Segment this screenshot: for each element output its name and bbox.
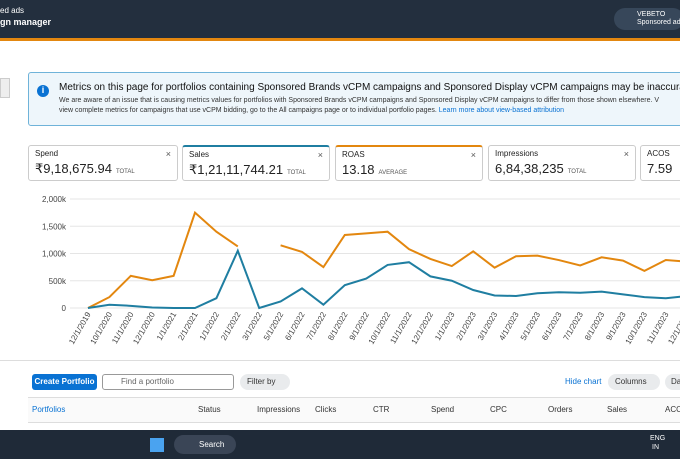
metric-card: ROAS 13.18 AVERAGE × bbox=[335, 145, 483, 181]
account-name: VEBETO bbox=[637, 11, 666, 18]
metric-unit: TOTAL bbox=[115, 169, 135, 175]
search-input[interactable]: Find a portfolio bbox=[102, 374, 234, 390]
column-header: Status bbox=[198, 405, 221, 414]
info-icon: i bbox=[37, 85, 49, 97]
column-header: CTR bbox=[373, 405, 390, 414]
y-tick-label: 1,000k bbox=[42, 250, 67, 259]
y-tick-label: 500k bbox=[49, 277, 67, 286]
metric-card: Impressions 6,84,38,235 TOTAL × bbox=[488, 145, 636, 181]
metric-value: 13.18 AVERAGE bbox=[342, 162, 476, 177]
hide-chart[interactable]: Hide chart bbox=[565, 377, 602, 386]
x-tick-label: 2/1/2022 bbox=[219, 310, 243, 342]
create-button[interactable]: Create Portfolio bbox=[32, 374, 97, 390]
app-name: gn manager bbox=[0, 17, 52, 27]
column-header: CPC bbox=[490, 405, 507, 414]
y-tick-label: 0 bbox=[62, 304, 67, 313]
top-bar: ed ads gn manager VEBETO Sponsored ad bbox=[0, 0, 680, 38]
metric-unit: AVERAGE bbox=[378, 170, 408, 176]
columns-button[interactable]: Columns bbox=[608, 374, 660, 390]
x-tick-label: 6/1/2022 bbox=[283, 310, 307, 342]
x-tick-label: 1/1/2023 bbox=[433, 310, 457, 342]
x-tick-label: 2/1/2021 bbox=[176, 310, 200, 342]
divider bbox=[0, 360, 680, 361]
y-tick-label: 1,500k bbox=[42, 222, 67, 231]
metric-unit: TOTAL bbox=[287, 170, 306, 176]
metric-card: Spend ₹9,18,675.94 TOTAL × bbox=[28, 145, 178, 181]
metric-label: Spend bbox=[35, 149, 59, 158]
metric-value: 7.59 bbox=[647, 161, 673, 176]
banner-text: view complete metrics for campaigns that… bbox=[59, 107, 564, 114]
close-icon: × bbox=[623, 149, 629, 159]
column-header: Orders bbox=[548, 405, 573, 414]
sidebar bbox=[0, 78, 10, 98]
start-icon[interactable] bbox=[150, 438, 164, 452]
lang: IN bbox=[652, 444, 659, 451]
x-tick-label: 1/1/2022 bbox=[198, 310, 222, 342]
metric-value: 13.18 bbox=[342, 162, 375, 177]
account-switcher[interactable]: VEBETO Sponsored ad bbox=[614, 8, 680, 30]
metric-value: ₹9,18,675.94 bbox=[35, 161, 112, 176]
filter-button[interactable]: Filter by bbox=[240, 374, 290, 390]
metric-value: ₹9,18,675.94 TOTAL bbox=[35, 161, 171, 177]
info-banner: i Metrics on this page for portfolios co… bbox=[28, 72, 680, 126]
x-tick-label: 3/1/2023 bbox=[476, 310, 500, 342]
banner-link[interactable]: Learn more about view-based attribution bbox=[438, 107, 565, 114]
metric-value: 6,84,38,235 TOTAL bbox=[495, 161, 629, 176]
x-tick-label: 8/1/2022 bbox=[326, 310, 350, 342]
column-header: Portfolios bbox=[32, 405, 66, 414]
close-icon: × bbox=[317, 150, 323, 160]
metric-label: Impressions bbox=[495, 149, 539, 158]
metric-value: ₹1,21,11,744.21 bbox=[189, 162, 284, 177]
y-tick-label: 2,000k bbox=[42, 195, 67, 204]
column-header: ACOS bbox=[665, 405, 680, 414]
column-header: Impressions bbox=[257, 405, 301, 414]
x-tick-label: 4/1/2023 bbox=[497, 310, 521, 342]
x-tick-label: 8/1/2023 bbox=[583, 310, 607, 342]
x-tick-label: 5/1/2023 bbox=[519, 310, 543, 342]
chart: 0500k1,000k1,500k2,000k12/1/201910/1/202… bbox=[42, 195, 680, 346]
accent-bar bbox=[0, 38, 680, 41]
metric-value: 7.59 bbox=[647, 161, 680, 176]
metric-value: ₹1,21,11,744.21 TOTAL bbox=[189, 162, 323, 178]
metric-card: ACOS 7.59 bbox=[640, 145, 680, 181]
column-header: Clicks bbox=[315, 405, 337, 414]
banner-text: view complete metrics for campaigns that… bbox=[59, 107, 437, 114]
x-tick-label: 5/1/2022 bbox=[262, 310, 286, 342]
series-line bbox=[87, 248, 680, 310]
banner-text: We are aware of an issue that is causing… bbox=[59, 97, 660, 104]
column-header: Spend bbox=[431, 405, 455, 414]
account-type: Sponsored ad bbox=[637, 19, 680, 26]
app-name: ed ads bbox=[0, 6, 25, 15]
taskbar: Search ENG IN bbox=[0, 430, 680, 459]
x-tick-label: 6/1/2023 bbox=[540, 310, 564, 342]
x-tick-label: 7/1/2022 bbox=[305, 310, 329, 342]
metric-label: Sales bbox=[189, 150, 210, 159]
column-header: Sales bbox=[607, 405, 628, 414]
search-box[interactable]: Search bbox=[174, 435, 236, 454]
metric-label: ACOS bbox=[647, 149, 670, 158]
date-button[interactable]: Da bbox=[665, 374, 680, 390]
close-icon: × bbox=[165, 149, 171, 159]
metric-unit: TOTAL bbox=[567, 169, 587, 175]
x-tick-label: 2/1/2023 bbox=[455, 310, 479, 342]
table-header bbox=[28, 397, 680, 423]
banner-title: Metrics on this page for portfolios cont… bbox=[59, 82, 680, 93]
x-tick-label: 1/1/2021 bbox=[155, 310, 179, 342]
close-icon: × bbox=[470, 150, 476, 160]
lang: ENG bbox=[650, 435, 666, 442]
x-tick-label: 3/1/2022 bbox=[241, 310, 265, 342]
series-line bbox=[87, 210, 680, 309]
metric-card: Sales ₹1,21,11,744.21 TOTAL × bbox=[182, 145, 330, 181]
x-tick-label: 7/1/2023 bbox=[562, 310, 586, 342]
x-tick-label: 9/1/2023 bbox=[604, 310, 628, 342]
metric-label: ROAS bbox=[342, 150, 365, 159]
metric-value: 6,84,38,235 bbox=[495, 161, 564, 176]
x-tick-label: 9/1/2022 bbox=[348, 310, 372, 342]
